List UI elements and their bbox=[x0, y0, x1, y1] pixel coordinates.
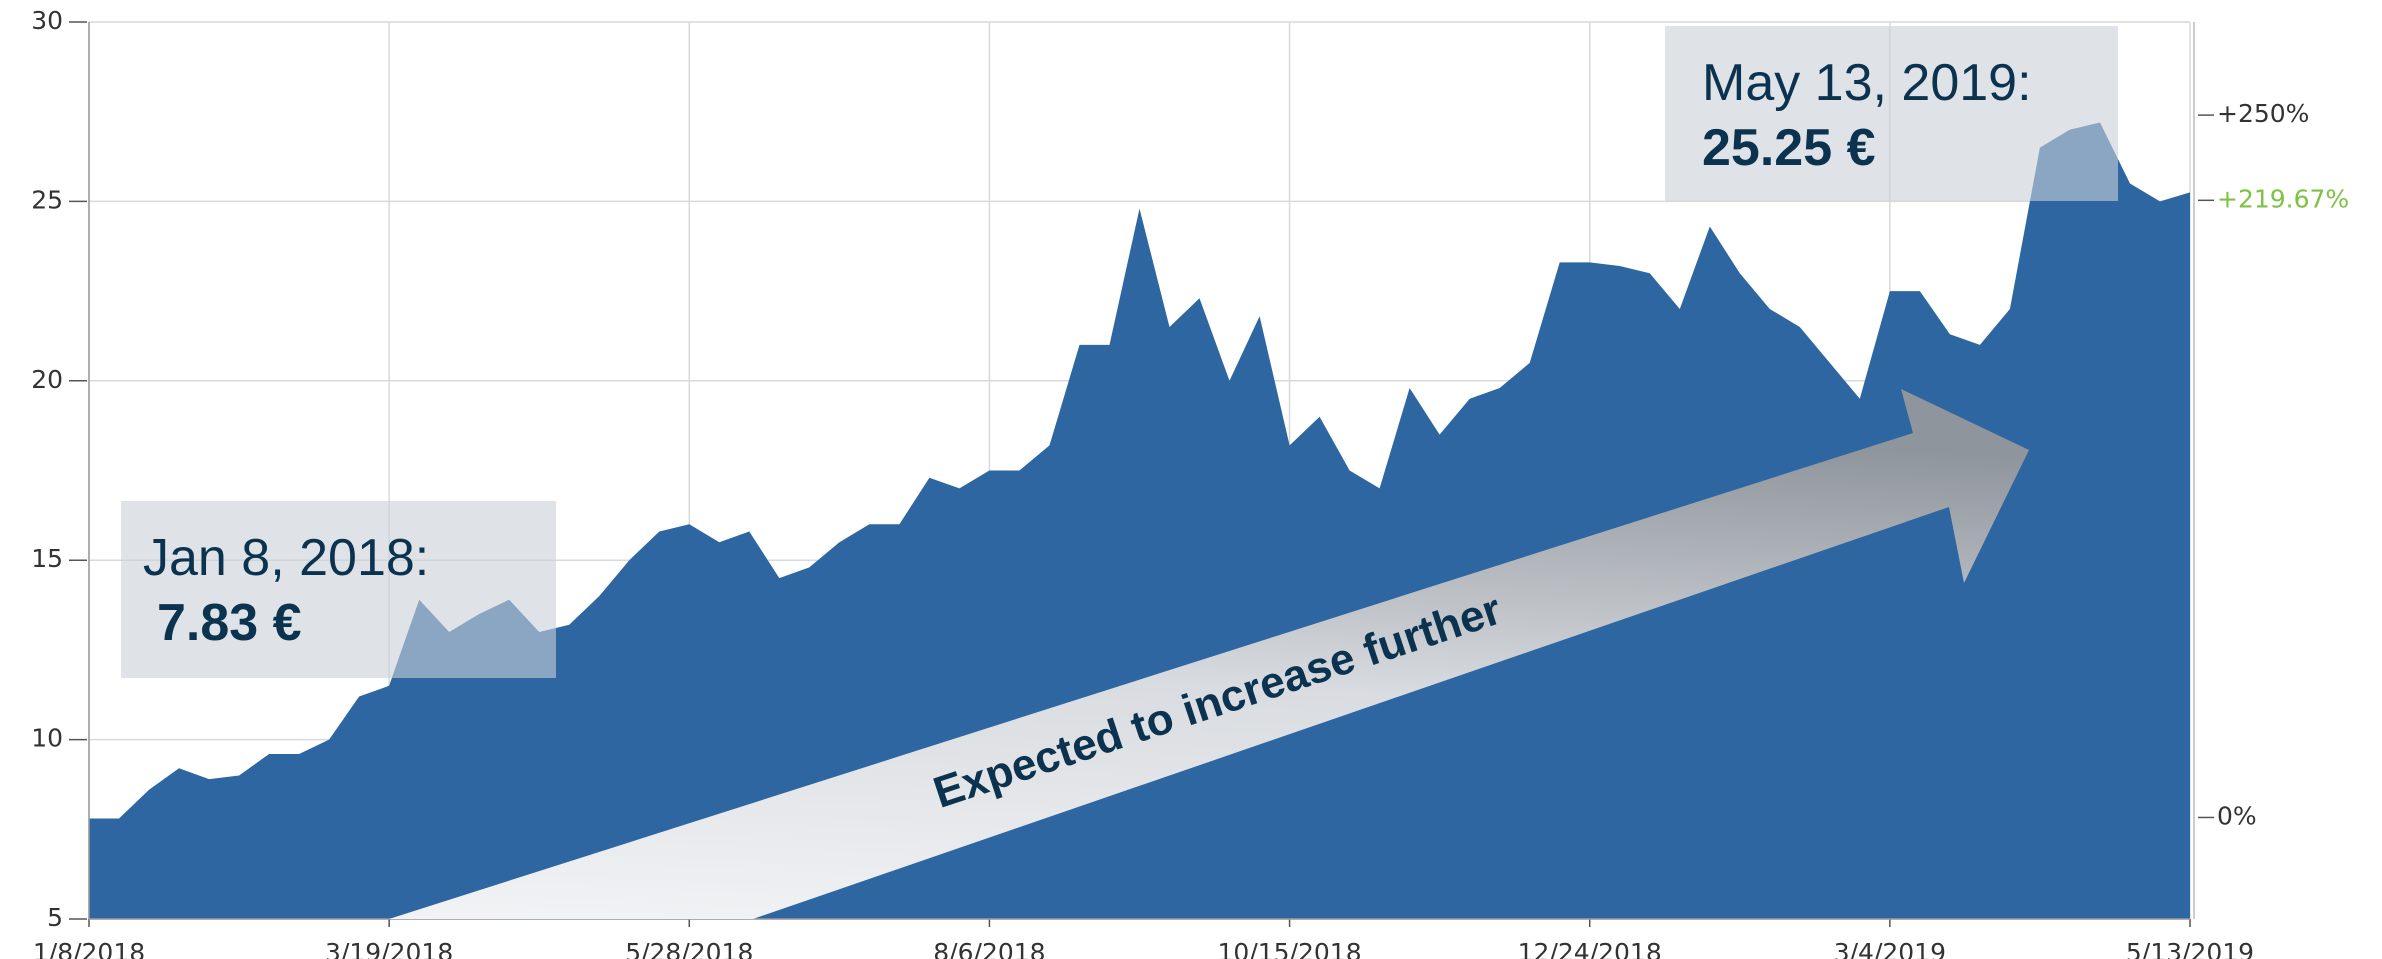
y2-tick-label: +250% bbox=[2217, 99, 2309, 128]
y2-tick-label: +219.67% bbox=[2217, 184, 2349, 213]
area-layer bbox=[89, 122, 2190, 919]
x-tick-label: 5/28/2018 bbox=[625, 938, 753, 959]
annotation-value: 25.25 € bbox=[1702, 119, 1876, 177]
area bbox=[89, 122, 2190, 919]
axes: 5 10 15 20 25 30 1/8/2018 3/19/2018 5/28/2018 8/6… bbox=[31, 6, 2349, 959]
x-tick-label: 10/15/2018 bbox=[1218, 938, 1362, 959]
y-tick-label: 10 bbox=[31, 724, 63, 753]
annotation-title: May 13, 2019: bbox=[1702, 54, 2032, 112]
y-tick-label: 25 bbox=[31, 185, 63, 214]
annotation-box bbox=[121, 501, 556, 678]
x-tick-label: 1/8/2018 bbox=[33, 938, 145, 959]
annotation-value: 7.83 € bbox=[157, 594, 302, 652]
y2-tick-label: 0% bbox=[2217, 801, 2257, 830]
y-tick-label: 20 bbox=[31, 365, 63, 394]
annotation-title: Jan 8, 2018: bbox=[143, 529, 429, 587]
annotation-box bbox=[1665, 26, 2118, 201]
y-tick-label: 5 bbox=[47, 903, 63, 932]
x-tick-label: 5/13/2019 bbox=[2126, 938, 2254, 959]
y-tick-label: 30 bbox=[31, 6, 63, 35]
x-tick-label: 3/4/2019 bbox=[1834, 938, 1946, 959]
x-tick-label: 8/6/2018 bbox=[933, 938, 1045, 959]
x-tick-label: 12/24/2018 bbox=[1518, 938, 1662, 959]
x-tick-label: 3/19/2018 bbox=[325, 938, 453, 959]
y-tick-label: 15 bbox=[31, 544, 63, 573]
